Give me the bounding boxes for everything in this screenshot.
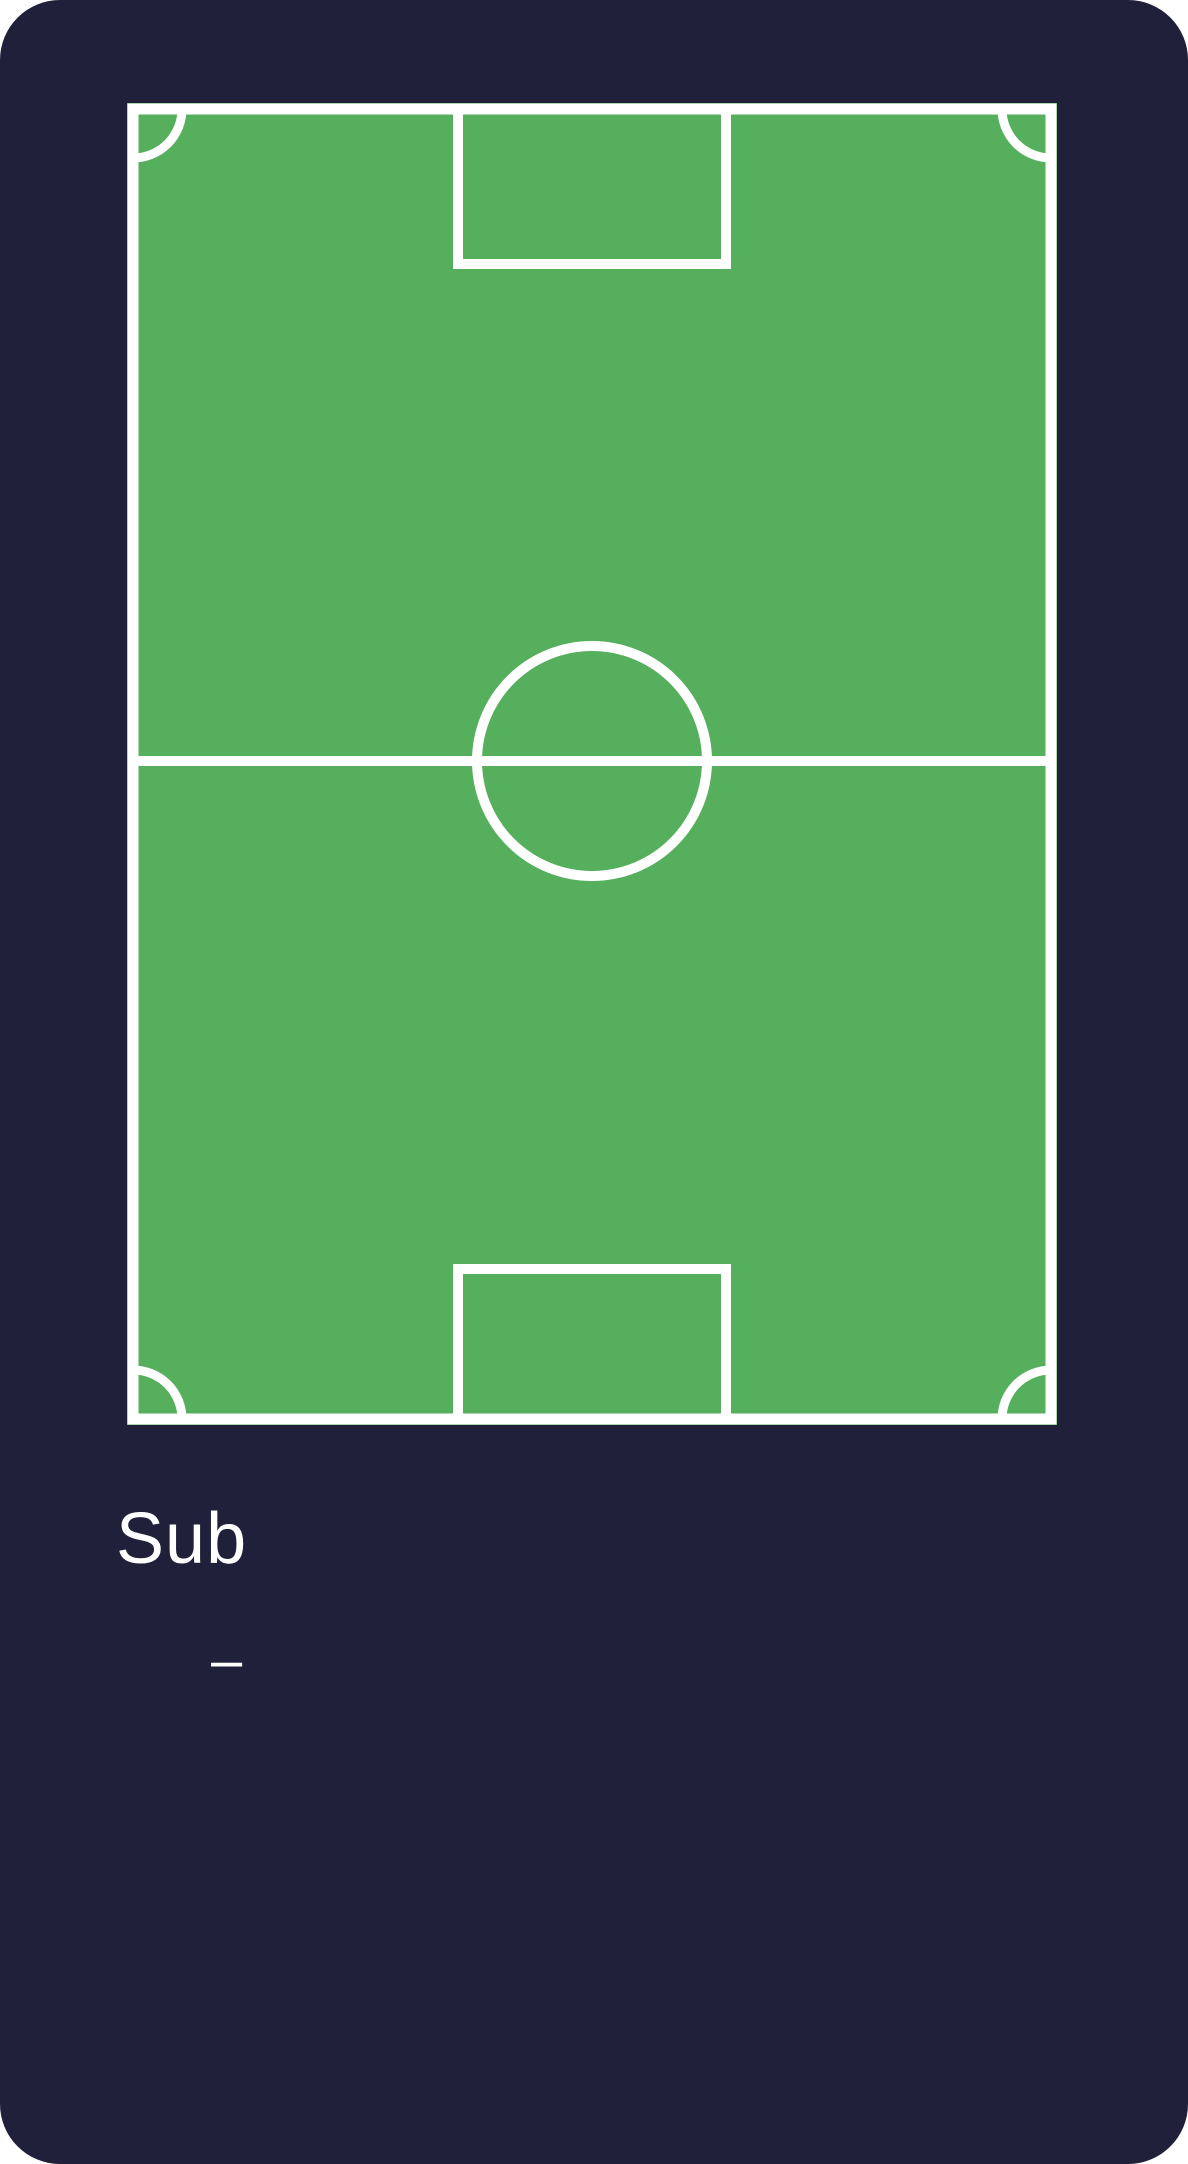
corner-arc-top-left <box>132 108 187 163</box>
corner-arc-bottom-right <box>997 1365 1052 1420</box>
soccer-pitch <box>127 103 1057 1425</box>
corner-arc-bottom-left <box>132 1365 187 1420</box>
bottom-penalty-box <box>453 1264 731 1424</box>
corner-arc-top-right <box>997 108 1052 163</box>
subs-list: – <box>116 1620 716 1700</box>
sub-entry-text: – <box>211 1628 243 1691</box>
top-penalty-box <box>453 104 731 269</box>
subs-title: Sub <box>116 1499 248 1579</box>
center-circle <box>472 641 712 881</box>
sub-entry: – <box>116 1620 716 1700</box>
